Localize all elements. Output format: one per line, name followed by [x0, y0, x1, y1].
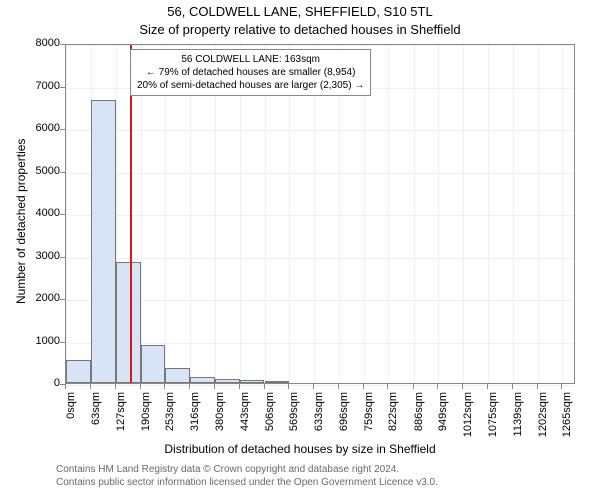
legend-line3: 20% of semi-detached houses are larger (…	[137, 79, 364, 92]
x-tick-mark	[363, 384, 364, 389]
x-tick-label: 1012sqm	[462, 392, 474, 442]
y-axis-label-text: Number of detached properties	[14, 139, 28, 304]
gridline-v	[562, 45, 563, 383]
y-tick-label: 6000	[20, 122, 60, 134]
x-tick-mark	[338, 384, 339, 389]
x-tick-label: 1139sqm	[512, 392, 524, 442]
gridline-v	[388, 45, 389, 383]
gridline-v	[463, 45, 464, 383]
histogram-bar	[215, 379, 240, 383]
gridline-v	[488, 45, 489, 383]
y-tick-mark	[60, 172, 65, 173]
y-tick-mark	[60, 129, 65, 130]
gridline-h	[66, 45, 574, 46]
x-tick-label: 569sqm	[288, 392, 300, 442]
y-tick-label: 4000	[20, 207, 60, 219]
y-tick-label: 8000	[20, 37, 60, 49]
histogram-bar	[190, 377, 215, 383]
legend-line2: ← 79% of detached houses are smaller (8,…	[137, 66, 364, 79]
x-tick-label: 443sqm	[239, 392, 251, 442]
x-tick-mark	[264, 384, 265, 389]
x-tick-mark	[65, 384, 66, 389]
x-tick-label: 1265sqm	[561, 392, 573, 442]
x-tick-label: 316sqm	[189, 392, 201, 442]
x-tick-mark	[387, 384, 388, 389]
gridline-v	[538, 45, 539, 383]
x-tick-mark	[313, 384, 314, 389]
x-tick-label: 696sqm	[338, 392, 350, 442]
x-tick-mark	[288, 384, 289, 389]
x-tick-label: 190sqm	[140, 392, 152, 442]
gridline-h	[66, 173, 574, 174]
x-tick-mark	[437, 384, 438, 389]
gridline-v	[438, 45, 439, 383]
x-axis-label: Distribution of detached houses by size …	[0, 442, 600, 456]
y-tick-label: 2000	[20, 292, 60, 304]
x-tick-mark	[189, 384, 190, 389]
x-tick-label: 253sqm	[164, 392, 176, 442]
x-tick-mark	[561, 384, 562, 389]
histogram-bar	[165, 368, 190, 383]
x-tick-mark	[462, 384, 463, 389]
histogram-bar	[116, 262, 141, 383]
y-tick-label: 3000	[20, 250, 60, 262]
gridline-h	[66, 130, 574, 131]
x-tick-mark	[239, 384, 240, 389]
x-tick-label: 949sqm	[437, 392, 449, 442]
x-tick-label: 633sqm	[313, 392, 325, 442]
histogram-bar	[141, 345, 166, 383]
y-tick-mark	[60, 44, 65, 45]
x-tick-mark	[140, 384, 141, 389]
histogram-bar	[240, 380, 265, 383]
histogram-bar	[265, 381, 290, 383]
y-tick-label: 0	[20, 377, 60, 389]
y-tick-label: 1000	[20, 335, 60, 347]
legend-line1: 56 COLDWELL LANE: 163sqm	[137, 53, 364, 66]
gridline-v	[513, 45, 514, 383]
x-tick-mark	[90, 384, 91, 389]
y-tick-mark	[60, 257, 65, 258]
y-tick-mark	[60, 299, 65, 300]
x-tick-label: 380sqm	[214, 392, 226, 442]
y-tick-mark	[60, 342, 65, 343]
y-tick-mark	[60, 214, 65, 215]
x-tick-mark	[214, 384, 215, 389]
legend-box: 56 COLDWELL LANE: 163sqm← 79% of detache…	[130, 49, 371, 96]
x-tick-mark	[512, 384, 513, 389]
x-tick-label: 822sqm	[387, 392, 399, 442]
x-tick-label: 886sqm	[413, 392, 425, 442]
y-tick-label: 5000	[20, 165, 60, 177]
footer-line2: Contains public sector information licen…	[56, 477, 438, 490]
x-tick-label: 506sqm	[264, 392, 276, 442]
gridline-h	[66, 343, 574, 344]
gridline-v	[66, 45, 67, 383]
gridline-h	[66, 215, 574, 216]
x-tick-mark	[164, 384, 165, 389]
y-tick-mark	[60, 87, 65, 88]
x-tick-label: 127sqm	[115, 392, 127, 442]
y-tick-label: 7000	[20, 80, 60, 92]
footer-line1: Contains HM Land Registry data © Crown c…	[56, 464, 438, 477]
x-tick-label: 759sqm	[363, 392, 375, 442]
x-tick-mark	[487, 384, 488, 389]
chart-container: 56, COLDWELL LANE, SHEFFIELD, S10 5TL Si…	[0, 0, 600, 500]
gridline-h	[66, 300, 574, 301]
histogram-bar	[91, 100, 116, 383]
x-tick-label: 0sqm	[65, 392, 77, 442]
x-tick-mark	[115, 384, 116, 389]
x-tick-label: 63sqm	[90, 392, 102, 442]
x-tick-label: 1202sqm	[537, 392, 549, 442]
footer: Contains HM Land Registry data © Crown c…	[56, 464, 438, 489]
x-tick-label: 1075sqm	[487, 392, 499, 442]
gridline-h	[66, 258, 574, 259]
x-tick-mark	[413, 384, 414, 389]
gridline-v	[414, 45, 415, 383]
gridline-h	[66, 385, 574, 386]
histogram-bar	[66, 360, 91, 383]
title-sub: Size of property relative to detached ho…	[0, 22, 600, 37]
title-main: 56, COLDWELL LANE, SHEFFIELD, S10 5TL	[0, 4, 600, 19]
x-tick-mark	[537, 384, 538, 389]
